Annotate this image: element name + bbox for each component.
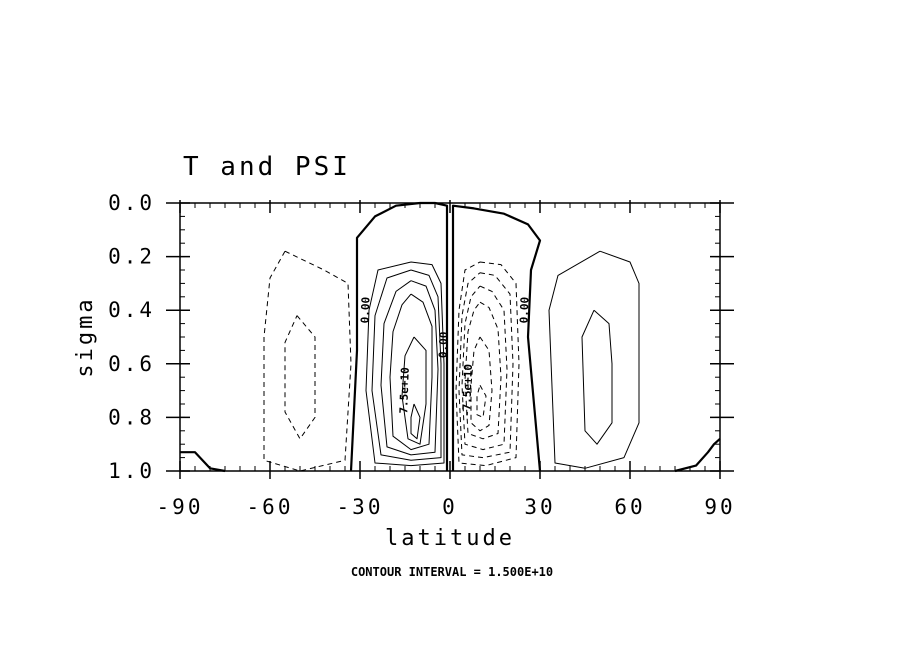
contour-lines [180,201,721,473]
chart-title: T and PSI [183,152,351,182]
contour-label: -7.5e+10 [460,364,475,417]
x-tick-label: 0 [442,495,458,519]
zero-contour-line [180,451,226,473]
negative-contour-line [263,250,352,472]
x-tick-label: -30 [337,495,384,519]
contour-label: 0.00 [437,331,451,358]
positive-contour-line [365,261,445,467]
negative-contour-line [470,336,493,432]
zero-contour-line [451,204,542,472]
y-tick-label: 1.0 [108,459,155,483]
positive-contour-line [401,336,427,445]
negative-contour-line [455,261,520,467]
x-axis-label: latitude [385,526,515,551]
y-tick-label: 0.2 [108,245,155,269]
y-tick-labels: 0.0 0.2 0.4 0.6 0.8 1.0 [108,191,155,483]
major-ticks [166,200,734,479]
positive-contour-line [389,293,433,451]
y-tick-label: 0.4 [108,298,155,322]
y-tick-label: 0.8 [108,405,155,429]
x-tick-label: 30 [524,495,555,519]
positive-contour-line [581,309,613,445]
x-tick-label: 60 [614,495,645,519]
x-tick-labels: -90 -60 -30 0 30 60 90 [157,495,735,519]
negative-contour-line [476,384,487,418]
x-tick-label: -60 [247,495,294,519]
positive-contour-line [410,403,421,440]
zero-contour-line [349,201,449,472]
contour-label: 0.00 [518,297,532,324]
contour-labels: 0.00 0.00 0.00 7.5e+10 -7.5e+10 [359,297,532,418]
plot-area: 0.00 0.00 0.00 7.5e+10 -7.5e+10 [166,200,734,479]
contour-label: 7.5e+10 [397,367,412,414]
negative-contour-line [464,301,502,440]
x-tick-label: 90 [704,495,735,519]
y-tick-label: 0.0 [108,191,155,215]
positive-contour-line [371,269,442,461]
x-tick-label: -90 [157,495,204,519]
contour-label: 0.00 [359,297,373,324]
contour-interval-footer: CONTOUR INTERVAL = 1.500E+10 [351,565,553,579]
zero-contour-line [674,437,721,473]
positive-contour-line [380,280,439,456]
y-axis-label: sigma [73,296,98,377]
negative-contour-line [461,285,508,451]
negative-contour-line [458,272,514,459]
y-tick-label: 0.6 [108,352,155,376]
negative-contour-line [284,315,316,440]
positive-contour-line [548,250,640,469]
